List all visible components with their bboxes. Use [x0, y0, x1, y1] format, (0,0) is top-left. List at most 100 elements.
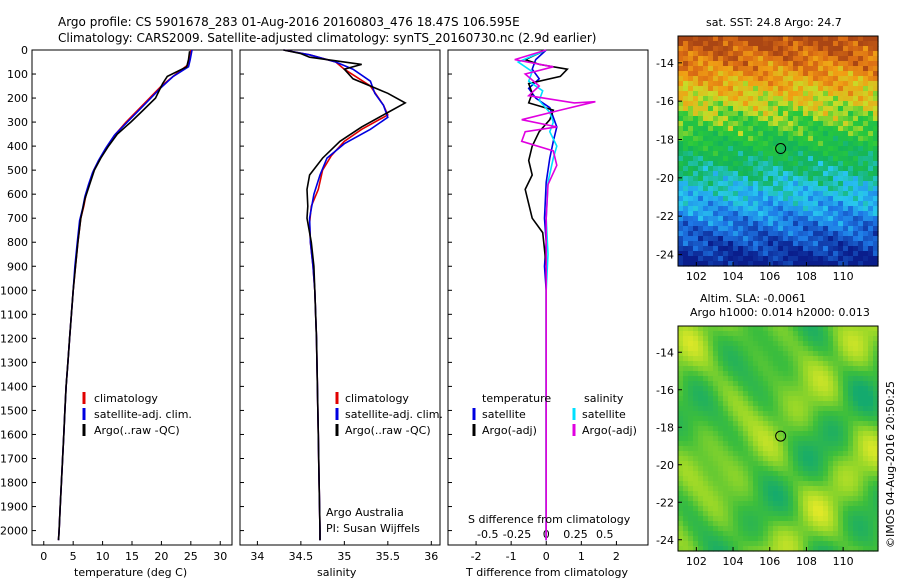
- map-x-tick-label: 104: [723, 555, 744, 568]
- sla-cell: [748, 456, 754, 462]
- sst-cell: [813, 36, 819, 42]
- sst-cell: [748, 206, 754, 212]
- sst-cell: [763, 156, 769, 162]
- sst-cell: [713, 51, 719, 57]
- sst-cell: [703, 101, 709, 107]
- sst-cell: [723, 71, 729, 77]
- sla-cell: [818, 376, 824, 382]
- sst-cell: [748, 191, 754, 197]
- sla-cell: [718, 456, 724, 462]
- sla-cell: [773, 416, 779, 422]
- sla-cell: [753, 391, 759, 397]
- sst-cell: [688, 51, 694, 57]
- sla-cell: [753, 466, 759, 472]
- sla-cell: [778, 426, 784, 432]
- sst-cell: [803, 251, 809, 257]
- sla-cell: [838, 456, 844, 462]
- sla-cell: [823, 371, 829, 377]
- sla-cell: [683, 541, 689, 547]
- sst-cell: [693, 201, 699, 207]
- sst-cell: [678, 86, 684, 92]
- sla-cell: [683, 391, 689, 397]
- sst-cell: [838, 236, 844, 242]
- legend-label-t-satellite: satellite: [482, 408, 526, 421]
- sla-cell: [848, 376, 854, 382]
- sst-cell: [838, 46, 844, 52]
- sst-cell: [728, 76, 734, 82]
- sla-cell: [678, 431, 684, 437]
- sla-cell: [743, 526, 749, 532]
- sst-cell: [798, 91, 804, 97]
- sst-cell: [798, 81, 804, 87]
- sst-cell: [718, 141, 724, 147]
- sla-cell: [693, 376, 699, 382]
- y-tick-label: 800: [7, 236, 28, 249]
- sst-cell: [788, 231, 794, 237]
- sla-cell: [758, 391, 764, 397]
- sst-cell: [728, 126, 734, 132]
- sst-cell: [833, 76, 839, 82]
- sst-cell: [843, 196, 849, 202]
- sla-cell: [728, 496, 734, 502]
- sst-cell: [863, 116, 869, 122]
- sst-cell: [798, 236, 804, 242]
- sla-cell: [743, 521, 749, 527]
- sla-cell: [773, 406, 779, 412]
- sla-cell: [733, 481, 739, 487]
- sla-cell: [863, 371, 869, 377]
- sla-cell: [698, 391, 704, 397]
- sla-cell: [718, 356, 724, 362]
- sst-cell: [823, 146, 829, 152]
- sla-cell: [753, 451, 759, 457]
- sla-cell: [788, 481, 794, 487]
- sla-cell: [848, 426, 854, 432]
- sst-cell: [848, 236, 854, 242]
- sst-cell: [783, 66, 789, 72]
- sla-cell: [763, 386, 769, 392]
- sst-cell: [863, 206, 869, 212]
- sst-cell: [708, 151, 714, 157]
- sst-cell: [753, 81, 759, 87]
- sst-cell: [713, 221, 719, 227]
- sst-cell: [723, 51, 729, 57]
- sst-cell: [833, 181, 839, 187]
- sst-cell: [718, 131, 724, 137]
- sst-cell: [848, 221, 854, 227]
- sla-cell: [793, 436, 799, 442]
- sla-cell: [688, 366, 694, 372]
- sst-cell: [678, 221, 684, 227]
- sst-cell: [758, 256, 764, 262]
- sla-cell: [813, 461, 819, 467]
- sst-cell: [703, 76, 709, 82]
- sla-cell: [748, 401, 754, 407]
- sst-cell: [838, 216, 844, 222]
- map-x-tick-label: 108: [796, 270, 817, 283]
- sst-cell: [678, 206, 684, 212]
- sla-cell: [783, 436, 789, 442]
- sst-cell: [873, 181, 879, 187]
- sst-cell: [788, 61, 794, 67]
- sst-cell: [873, 226, 879, 232]
- sst-cell: [733, 151, 739, 157]
- sla-cell: [823, 516, 829, 522]
- sst-cell: [848, 86, 854, 92]
- sla-cell: [783, 546, 789, 552]
- legend-label-climatology: climatology: [94, 392, 158, 405]
- sst-cell: [728, 231, 734, 237]
- temperature-axis-ticks: 0 5 10 15 20 25 30: [40, 541, 227, 563]
- sla-cell: [688, 421, 694, 427]
- sst-cell: [778, 241, 784, 247]
- sst-cell: [708, 261, 714, 267]
- sst-cell: [693, 121, 699, 127]
- sst-cell: [803, 116, 809, 122]
- sla-cell: [778, 386, 784, 392]
- sst-cell: [718, 191, 724, 197]
- sst-cell: [688, 61, 694, 67]
- sla-cell: [683, 451, 689, 457]
- sst-cell: [698, 201, 704, 207]
- sla-cell: [788, 541, 794, 547]
- sst-cell: [808, 151, 814, 157]
- sla-cell: [833, 331, 839, 337]
- sla-cell: [813, 441, 819, 447]
- sla-cell: [713, 331, 719, 337]
